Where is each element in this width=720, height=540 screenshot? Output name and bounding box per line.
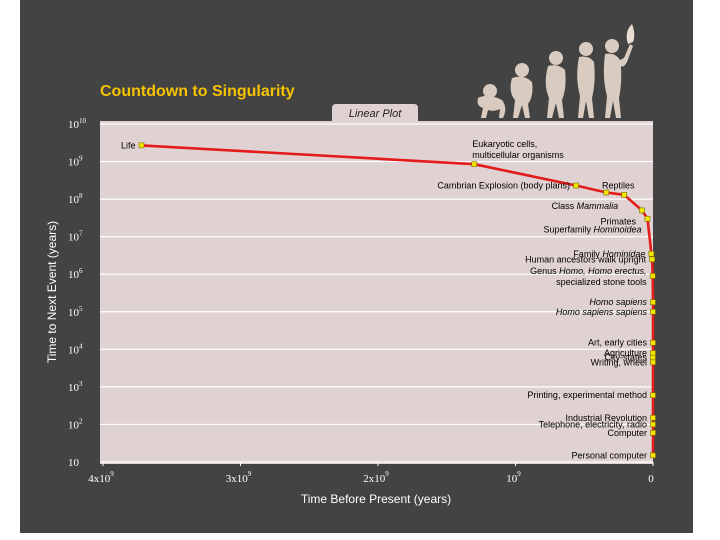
event-marker-16 [650,392,656,399]
chart-title: Countdown to Singularity [100,83,295,100]
y-axis-title: Time to Next Event (years) [45,221,59,363]
gridlines [100,123,653,463]
event-marker-0 [138,142,145,149]
event-labels: Life Eukaryotic cells,multicellular organ… [121,139,648,460]
event-label-19-line-0: Computer [607,428,647,438]
event-label-11-line-0: Homo sapiens sapiens [556,307,648,317]
y-tick-label-4: 106 [68,267,83,281]
event-label-17-line-0: Industrial Revolution [565,413,647,423]
event-marker-5 [639,207,645,214]
x-tick-label-1: 3x109 [226,470,252,485]
y-tick-label-0: 1010 [68,117,87,131]
evolution-silhouettes-icon [477,24,635,118]
x-tick-label-3: 109 [506,470,521,485]
event-label-5-line-0: Primates [600,216,636,226]
y-tick-label-5: 105 [68,305,83,319]
event-label-20-line-0: Personal computer [571,450,647,460]
event-marker-2 [573,182,579,189]
event-marker-1 [471,161,478,168]
event-marker-10 [650,299,656,305]
event-marker-18 [650,421,656,428]
event-label-4-line-0: Class Mammalia [552,201,619,211]
event-label-13-line-0: Agriculture [604,348,647,358]
x-tick-label-2: 2x109 [363,470,389,485]
event-label-1-line-0: Eukaryotic cells, [472,139,537,149]
event-marker-7 [648,250,655,257]
event-label-8-line-0: Human ancestors walk upright [525,254,647,264]
x-axis-title: Time Before Present (years) [301,492,451,506]
event-marker-15 [650,359,656,366]
linear-plot-tab [332,104,418,121]
y-axis-ticks: 1010 109 108 107 106 105 104 103 102 10 [68,117,87,469]
event-marker-20 [650,452,656,459]
y-tick-label-9: 10 [68,457,80,469]
event-label-2-line-0: Cambrian Explosion (body plans) [437,181,570,191]
event-label-18-line-0: Telephone, electricity, radio [539,419,647,429]
event-marker-12 [650,339,656,346]
event-label-16-line-0: Printing, experimental method [527,390,647,400]
y-tick-label-8: 102 [68,417,83,431]
event-marker-6 [644,215,651,222]
event-marker-17 [650,415,656,421]
event-label-3-line-0: Reptiles [602,180,635,190]
event-marker-14 [650,354,656,361]
x-tick-label-4: 0 [648,473,654,485]
event-label-12-line-0: Art, early cities [588,338,648,348]
event-marker-8 [649,256,655,263]
linear-plot-tab-label: Linear Plot [349,108,403,120]
event-marker-4 [621,192,627,198]
event-marker-13 [650,350,656,356]
y-tick-label-6: 104 [68,342,83,356]
event-label-14-line-0: City-states [604,353,647,363]
y-tick-label-7: 103 [68,380,83,394]
event-label-9-line-1: specialized stone tools [556,277,647,287]
event-label-7-line-0: Family Hominidae [573,249,645,259]
event-label-9-line-0: Genus Homo, Homo erectus, [530,266,647,276]
event-marker-3 [603,189,610,196]
event-marker-19 [650,429,656,436]
event-marker-9 [649,273,656,279]
event-label-10-line-0: Homo sapiens [589,297,647,307]
y-tick-label-3: 107 [68,230,83,244]
event-markers [138,142,656,459]
event-label-1-line-1: multicellular organisms [472,150,564,160]
y-tick-label-2: 108 [68,192,83,206]
event-label-15-line-0: Writing, wheel [591,357,647,367]
plot-area [100,121,653,464]
x-tick-label-0: 4x109 [88,470,114,485]
event-label-6-line-0: Superfamily Hominoidea [543,225,641,235]
event-label-0-line-0: Life [121,140,136,150]
event-marker-11 [650,308,656,315]
y-tick-label-1: 109 [68,155,83,169]
x-axis-ticks: 4x109 3x109 2x109 109 0 [88,462,654,485]
